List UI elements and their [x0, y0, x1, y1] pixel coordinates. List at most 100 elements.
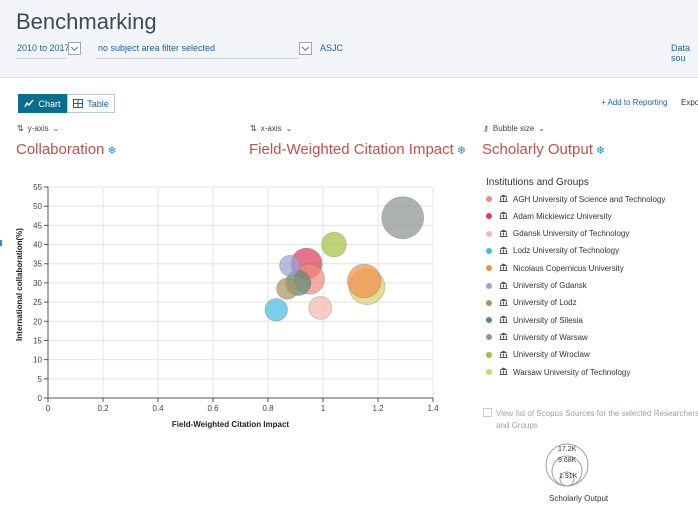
x-tick-label: 1.4: [427, 404, 439, 413]
side-marker: [0, 240, 2, 246]
snowflake-icon: ❄: [107, 145, 117, 157]
y-axis-selector[interactable]: ⇅ y-axis ⌄: [17, 124, 59, 133]
institution-icon: [499, 211, 508, 221]
y-tick-label: 10: [33, 356, 42, 365]
chart-view-label: Chart: [38, 98, 61, 109]
size-value-large: 17.2K: [558, 446, 577, 453]
size-value-medium: 9.68K: [558, 457, 577, 464]
subject-area-underline: [96, 58, 298, 59]
legend-item-label: Lodz University of Technology: [513, 246, 620, 256]
scopus-sources-checkbox[interactable]: [483, 408, 492, 417]
size-legend-caption: Scholarly Output: [549, 494, 609, 503]
legend-item[interactable]: University of Warsaw: [486, 332, 588, 342]
year-range-select[interactable]: 2010 to 2017: [17, 43, 70, 53]
legend-item[interactable]: University of Gdansk: [486, 281, 587, 291]
x-tick-label: 1: [321, 404, 326, 413]
legend-item-label: University of Lodz: [513, 298, 577, 308]
table-view-button[interactable]: Table: [67, 94, 115, 113]
asjc-link[interactable]: ASJC: [320, 43, 344, 53]
y-axis-title: International collaboration(%): [15, 228, 24, 341]
sort-icon: ⇅: [250, 124, 257, 133]
series-color-dot: [486, 351, 492, 358]
legend-item[interactable]: University of Lodz: [486, 298, 577, 308]
y-tick-label: 35: [33, 260, 42, 269]
subject-area-select[interactable]: no subject area filter selected: [98, 43, 216, 53]
page-title: Benchmarking: [16, 9, 157, 34]
sort-icon: ⇅: [17, 124, 24, 133]
subject-area-dropdown-icon[interactable]: [299, 42, 312, 55]
bubble-point[interactable]: [264, 298, 288, 322]
x-metric-name: Field-Weighted Citation Impact: [249, 141, 454, 158]
legend-item[interactable]: University of Silesia: [486, 315, 583, 325]
series-color-dot: [486, 334, 492, 341]
chevron-down-icon: ⌄: [285, 124, 293, 133]
institution-icon: [499, 298, 508, 308]
legend-title: Institutions and Groups: [486, 177, 589, 188]
scopus-sources-label: View list of Scopus Sources for the sele…: [496, 409, 698, 430]
bubble-chart: 0 5 10 15 20 25 30 35 40 45 50 55 0 0.2 0.4 0.6 0.8 1 1.2 1…: [15, 183, 439, 429]
legend-item-label: University of Silesia: [513, 315, 583, 325]
export-link[interactable]: Expo: [681, 98, 698, 107]
data-source-link[interactable]: Data sou: [671, 43, 691, 63]
series-color-dot: [486, 247, 492, 254]
y-tick-label: 20: [33, 317, 42, 326]
bubble-point[interactable]: [276, 277, 299, 300]
bubble-size-selector[interactable]: ⚷ Bubble size ⌄: [483, 124, 545, 133]
legend-item[interactable]: Warsaw University of Technology: [486, 367, 630, 377]
legend-item[interactable]: Adam Mickiewicz University: [486, 211, 612, 221]
year-range-dropdown-icon[interactable]: [68, 42, 81, 55]
bubble-metric-name: Scholarly Output: [482, 141, 593, 158]
y-tick-label: 15: [33, 336, 42, 345]
key-icon: ⚷: [483, 124, 489, 133]
y-axis-selector-label: y-axis: [27, 124, 49, 133]
legend-item[interactable]: Nicolaus Copernicus University: [486, 263, 624, 273]
year-range-underline: [16, 58, 66, 59]
series-color-dot: [486, 230, 492, 237]
institution-icon: [499, 332, 508, 342]
x-tick-label: 0: [46, 404, 51, 413]
series-color-dot: [486, 317, 492, 324]
legend-item[interactable]: University of Wroclaw: [486, 350, 590, 360]
series-color-dot: [486, 213, 492, 220]
legend-item-label: Gdansk University of Technology: [513, 229, 630, 239]
y-metric-title[interactable]: Collaboration ❄: [16, 141, 117, 158]
x-tick-label: 0.4: [152, 404, 164, 413]
x-axis-title: Field-Weighted Citation Impact: [172, 420, 290, 429]
table-view-label: Table: [87, 98, 109, 109]
x-tick-label: 0.2: [97, 404, 109, 413]
bubble-point[interactable]: [308, 295, 333, 320]
institution-icon: [499, 229, 508, 239]
y-tick-label: 45: [33, 221, 42, 230]
bubble-point[interactable]: [321, 231, 347, 258]
legend-item-label: University of Wroclaw: [513, 350, 590, 360]
bubble-metric-title[interactable]: Scholarly Output ❄: [482, 141, 605, 158]
chevron-down-icon: ⌄: [538, 124, 545, 133]
y-tick-label: 0: [38, 394, 43, 403]
y-metric-name: Collaboration: [16, 141, 105, 158]
bubble-point[interactable]: [381, 196, 425, 240]
x-tick-label: 0.6: [207, 404, 219, 413]
snowflake-icon: ❄: [595, 145, 606, 157]
legend-item-label: Warsaw University of Technology: [513, 367, 631, 377]
series-color-dot: [486, 282, 492, 289]
bubble-point[interactable]: [347, 263, 382, 299]
institution-icon: [499, 281, 508, 291]
series-color-dot: [486, 196, 492, 202]
legend-item-label: Adam Mickiewicz University: [513, 211, 612, 221]
bubble-point[interactable]: [279, 254, 301, 277]
y-tick-label: 40: [33, 241, 42, 250]
institution-icon: [499, 246, 508, 256]
x-metric-title[interactable]: Field-Weighted Citation Impact ❄: [249, 141, 466, 158]
y-tick-label: 50: [33, 202, 42, 211]
table-icon: [73, 99, 84, 108]
series-color-dot: [486, 299, 492, 306]
x-axis-selector[interactable]: ⇅ x-axis ⌄: [250, 124, 292, 133]
legend-item[interactable]: Gdansk University of Technology: [486, 229, 629, 239]
legend-item[interactable]: Lodz University of Technology: [486, 246, 619, 256]
chart-view-button[interactable]: Chart: [18, 94, 67, 113]
legend-item-label: Nicolaus Copernicus University: [513, 263, 624, 273]
institution-icon: [499, 263, 508, 273]
legend-item[interactable]: AGH University of Science and Technology: [486, 194, 665, 204]
add-to-reporting-link[interactable]: + Add to Reporting: [601, 98, 668, 107]
institution-icon: [499, 350, 508, 360]
